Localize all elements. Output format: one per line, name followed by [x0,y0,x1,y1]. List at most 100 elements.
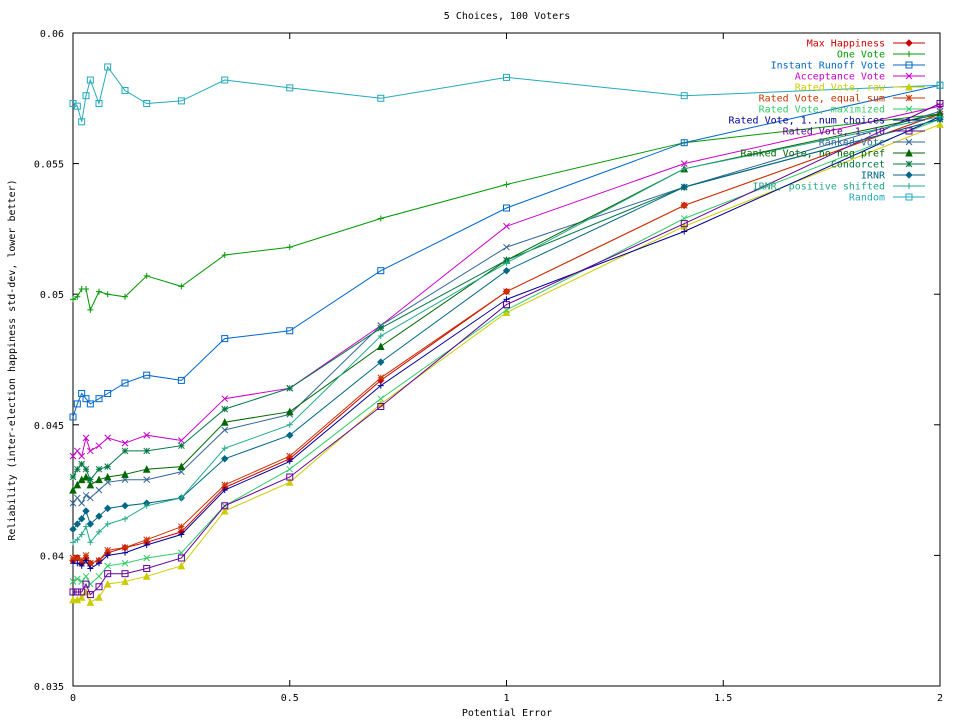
data-point [73,480,82,489]
data-point [73,102,81,110]
data-point [73,400,81,408]
data-point [95,475,103,484]
data-point [104,562,112,570]
data-point [503,73,510,81]
data-point [95,593,103,601]
data-point [73,465,81,473]
data-point [86,580,94,588]
legend-entry: Random [849,193,925,204]
data-point [143,541,150,548]
data-point [177,376,185,384]
legend-entry: Rated Vote, 1..10 [783,127,925,138]
data-point [286,244,293,251]
data-point [377,324,385,332]
data-point [104,570,112,578]
data-point [286,384,294,392]
y-tick-label: 0.035 [34,682,64,693]
data-point [74,536,81,543]
data-point [78,531,85,538]
legend-swatch-marker [905,105,913,113]
data-point [104,389,112,397]
data-point [377,382,384,389]
data-point [69,473,77,481]
data-point [377,403,385,411]
data-point [220,418,229,426]
data-point [680,139,688,147]
data-point [104,434,112,442]
data-point [103,504,112,513]
data-point [143,272,150,279]
legend-entry: Max Happiness [807,39,925,50]
data-point [143,564,151,572]
series-acceptance-vote [69,102,944,460]
data-point [95,100,103,108]
data-point [82,572,90,580]
data-point [69,525,77,533]
data-point [78,557,86,564]
y-axis-label: Reliability (inter-election happiness st… [7,179,18,540]
data-point [69,485,77,494]
data-point [69,595,77,604]
data-point [78,389,86,397]
data-point [503,222,510,230]
data-point [680,160,688,167]
legend-label: Rated Vote, equal sum [759,94,885,105]
data-point [69,578,77,585]
data-point [177,97,185,105]
data-point [143,554,151,562]
data-point [221,481,229,489]
data-point [86,598,95,606]
data-point [104,552,111,559]
legend-label: Rated Vote, 1..10 [783,127,885,138]
legend-swatch-marker [905,148,913,157]
data-point [122,549,129,556]
legend-swatch-marker [905,82,913,91]
data-point [937,113,943,120]
data-point [104,63,112,71]
data-point [142,572,151,580]
data-point [83,285,90,292]
series-max-happiness [69,110,944,567]
data-point [78,499,86,507]
data-point [82,507,90,515]
data-point [96,288,103,295]
data-point [73,520,82,528]
data-point [82,395,90,403]
data-point [178,523,185,531]
legend-entry: Rated Vote, 1..num choices [728,116,925,127]
legend-entry: Rated Vote, equal sum [759,94,925,105]
data-point [680,183,688,191]
legend-swatch-marker [905,61,913,69]
x-tick-label: 2 [937,693,943,704]
data-point [95,486,103,494]
data-point [121,86,129,94]
series-rated-vote-1-10 [69,100,944,599]
data-point [142,465,151,473]
data-point [220,506,229,515]
series-random [69,63,944,126]
data-point [286,421,293,428]
data-point [86,591,94,599]
y-tick-label: 0.04 [40,551,64,562]
data-point [86,494,94,502]
data-point [121,502,129,510]
x-axis-label: Potential Error [462,708,552,719]
data-point [502,266,511,275]
data-point [95,442,103,450]
data-point [177,561,186,570]
data-point [143,447,151,455]
legend-swatch-marker [905,171,913,179]
series-rated-vote-maximized [69,115,944,588]
data-point [221,405,229,413]
data-point [680,202,688,209]
data-point [143,502,150,509]
data-point [286,452,294,460]
legend-label: Condorcet [831,160,885,171]
data-point [78,452,86,460]
legend-swatch-marker [905,94,913,102]
data-point [86,447,94,455]
chart-title: 5 Choices, 100 Voters [444,11,570,22]
data-point [936,100,944,108]
data-point [73,588,81,596]
legend-swatch-marker [905,138,913,146]
